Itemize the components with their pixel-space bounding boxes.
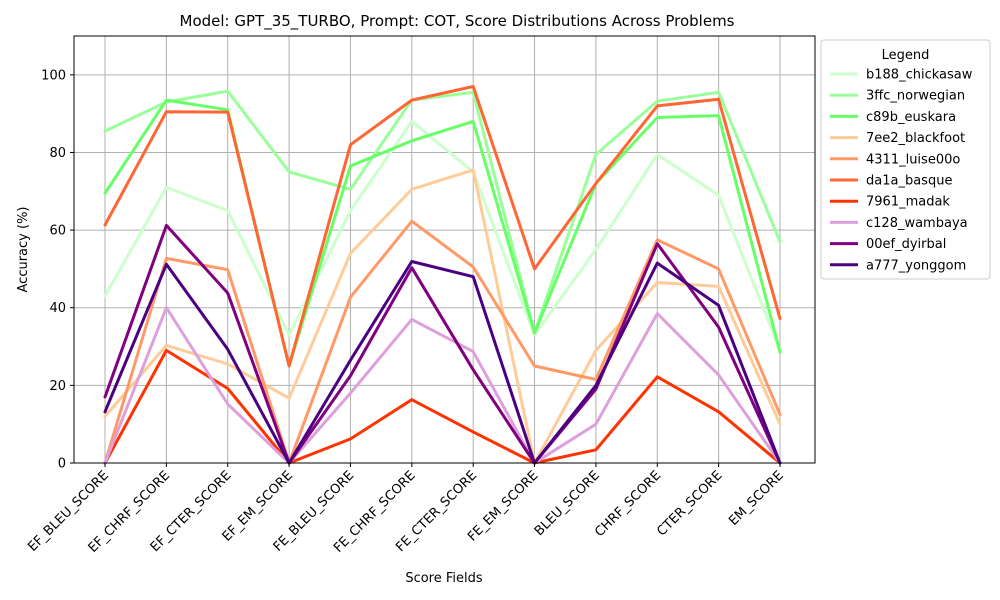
- y-axis: 0 20 40 60 80 100: [41, 68, 74, 472]
- series-lines: [103, 85, 782, 465]
- series-line-7ee2_blackfoot: [103, 168, 782, 465]
- x-tick-label: CHRF_SCORE: [592, 468, 664, 540]
- series-line-7961_madak: [103, 348, 782, 465]
- y-tick-label: 60: [49, 224, 66, 239]
- legend-label: 3ffc_norwegian: [866, 89, 965, 104]
- legend-label: da1a_basque: [866, 174, 952, 189]
- series-line-3ffc_norwegian: [103, 89, 782, 335]
- legend-items: b188_chickasaw 3ffc_norwegian c89b_euskara…: [830, 68, 973, 273]
- legend-item: c128_wambaya: [830, 216, 968, 231]
- grid: [74, 36, 815, 464]
- legend-item: 7961_madak: [830, 195, 950, 210]
- legend-item: c89b_euskara: [830, 110, 956, 125]
- legend-item: 4311_luise00o: [830, 152, 960, 167]
- x-axis-title: Score Fields: [405, 571, 483, 586]
- x-axis: EF_BLEU_SCOREEF_CHRF_SCOREEF_CTER_SCOREE…: [25, 463, 787, 556]
- y-tick-label: 20: [49, 379, 66, 394]
- chart-title: Model: GPT_35_TURBO, Prompt: COT, Score …: [180, 12, 735, 31]
- legend-label: 7961_madak: [866, 195, 950, 210]
- series-line-c128_wambaya: [103, 306, 782, 465]
- series-line-b188_chickasaw: [103, 119, 782, 352]
- legend-item: 00ef_dyirbal: [830, 237, 946, 252]
- legend: Legend b188_chickasaw 3ffc_norwegian c89b_…: [820, 39, 991, 280]
- y-tick-label: 0: [58, 457, 66, 472]
- legend-label: 00ef_dyirbal: [866, 237, 946, 252]
- legend-frame: [820, 39, 991, 280]
- legend-item: da1a_basque: [830, 174, 952, 189]
- y-axis-title: Accuracy (%): [16, 207, 31, 293]
- legend-item: 3ffc_norwegian: [830, 89, 965, 104]
- y-tick-label: 80: [49, 146, 66, 161]
- legend-item: 7ee2_blackfoot: [830, 131, 965, 146]
- y-tick-label: 100: [41, 68, 66, 83]
- series-line-c89b_euskara: [103, 98, 782, 368]
- legend-item: b188_chickasaw: [830, 68, 973, 83]
- series-line-da1a_basque: [103, 85, 782, 368]
- y-tick-label: 40: [49, 301, 66, 316]
- x-tick-label: CTER_SCORE: [654, 468, 725, 539]
- legend-label: a777_yonggom: [866, 258, 966, 273]
- series-line-a777_yonggom: [103, 260, 782, 465]
- series-line-00ef_dyirbal: [103, 223, 782, 465]
- series-line-4311_luise00o: [103, 219, 782, 465]
- legend-label: 4311_luise00o: [866, 152, 960, 167]
- legend-label: c89b_euskara: [866, 110, 956, 125]
- x-tick-label: EM_SCORE: [726, 468, 787, 529]
- plot-frame: [73, 35, 816, 464]
- legend-item: a777_yonggom: [830, 258, 966, 273]
- legend-title: Legend: [882, 48, 930, 63]
- legend-label: 7ee2_blackfoot: [866, 131, 965, 146]
- legend-label: c128_wambaya: [866, 216, 968, 231]
- legend-label: b188_chickasaw: [866, 68, 973, 83]
